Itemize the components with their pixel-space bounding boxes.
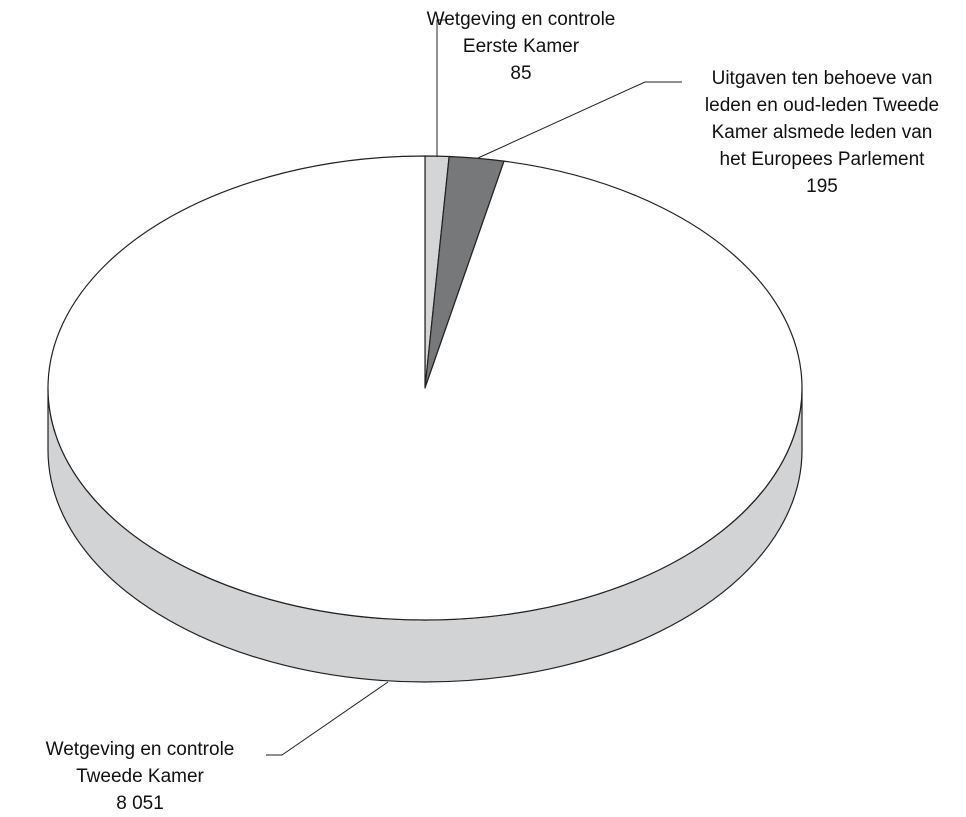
- leader-line: [266, 681, 389, 756]
- value-label: 195: [806, 176, 838, 197]
- value-label: 8 051: [116, 793, 164, 814]
- pie-slice: [47, 155, 803, 621]
- leader-line: [436, 19, 447, 157]
- slice-label: Uitgaven ten behoeve van leden en oud-le…: [704, 68, 940, 170]
- pie: [47, 155, 803, 683]
- slice-label: Wetgeving en controle Eerste Kamer: [426, 9, 616, 57]
- slice-label: Wetgeving en controle Tweede Kamer: [45, 739, 235, 787]
- value-label: 85: [510, 63, 532, 84]
- leader-line: [477, 81, 682, 159]
